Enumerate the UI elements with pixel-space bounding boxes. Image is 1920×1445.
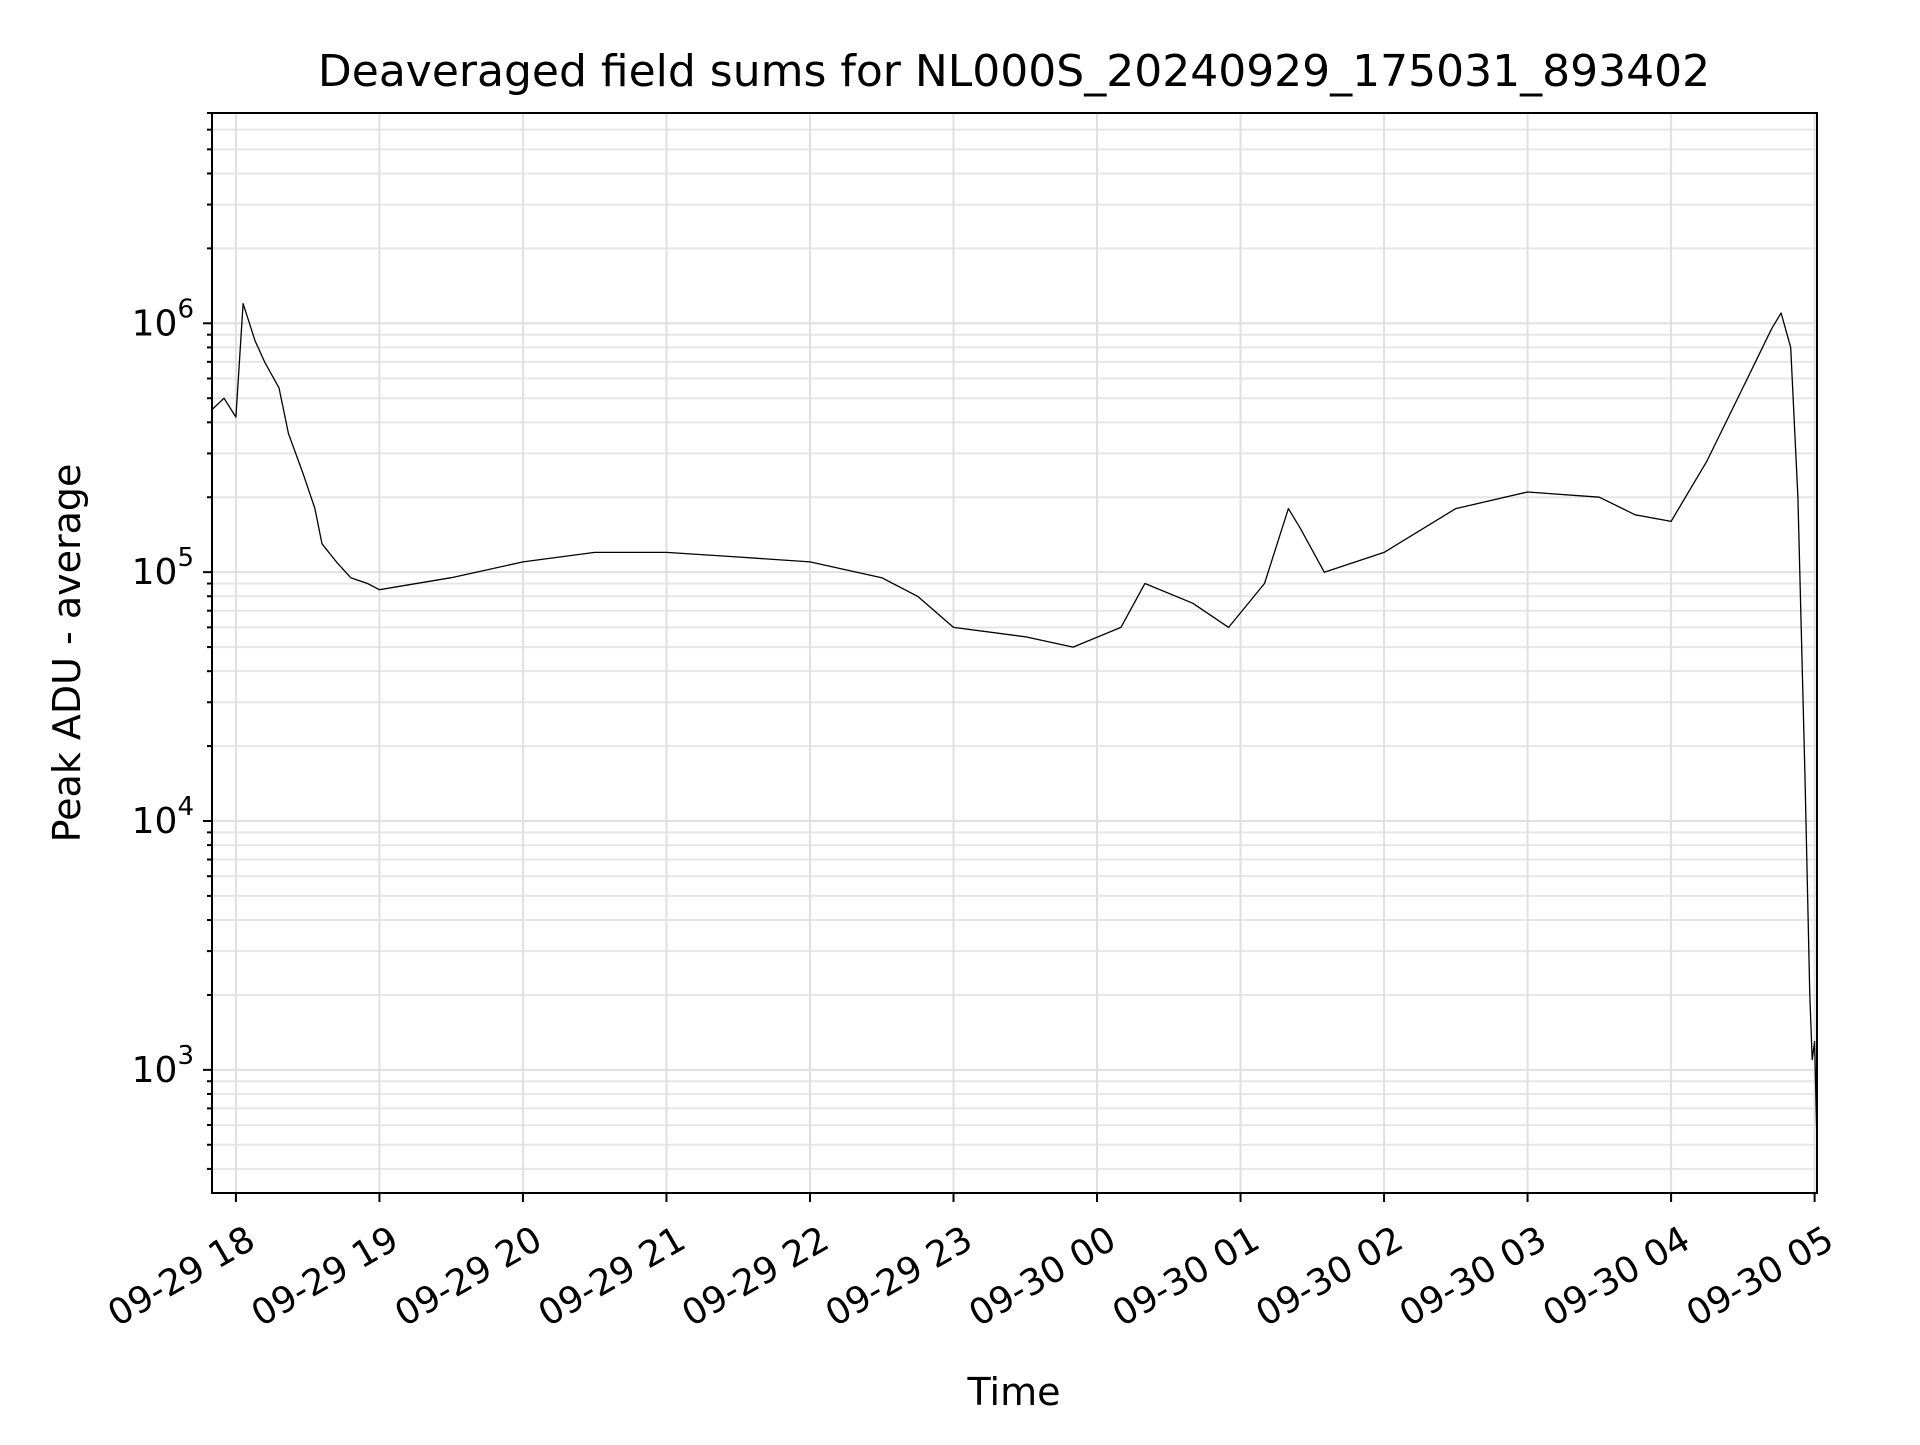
y-tick-exponent: 5: [177, 543, 194, 573]
y-tick-label: 103: [132, 1041, 194, 1091]
y-tick-label: 104: [132, 792, 194, 842]
y-tick-exponent: 3: [177, 1041, 194, 1071]
grid-layer: [212, 112, 1817, 1193]
series-layer: [211, 302, 1818, 1145]
y-tick-exponent: 4: [177, 792, 194, 822]
y-tick-exponent: 6: [177, 294, 194, 324]
plot-frame: [211, 112, 1818, 1194]
y-tick-label: 105: [132, 543, 194, 593]
y-tick-base: 10: [132, 1050, 178, 1091]
y-tick-base: 10: [132, 552, 178, 593]
chart-title: Deaveraged field sums for NL000S_2024092…: [318, 46, 1710, 97]
y-axis-label: Peak ADU - average: [45, 464, 89, 843]
series-line: [211, 302, 1818, 1145]
y-tick-base: 10: [132, 801, 178, 842]
x-axis-label: Time: [967, 1370, 1061, 1414]
y-tick-label: 106: [132, 294, 194, 344]
y-tick-base: 10: [132, 303, 178, 344]
